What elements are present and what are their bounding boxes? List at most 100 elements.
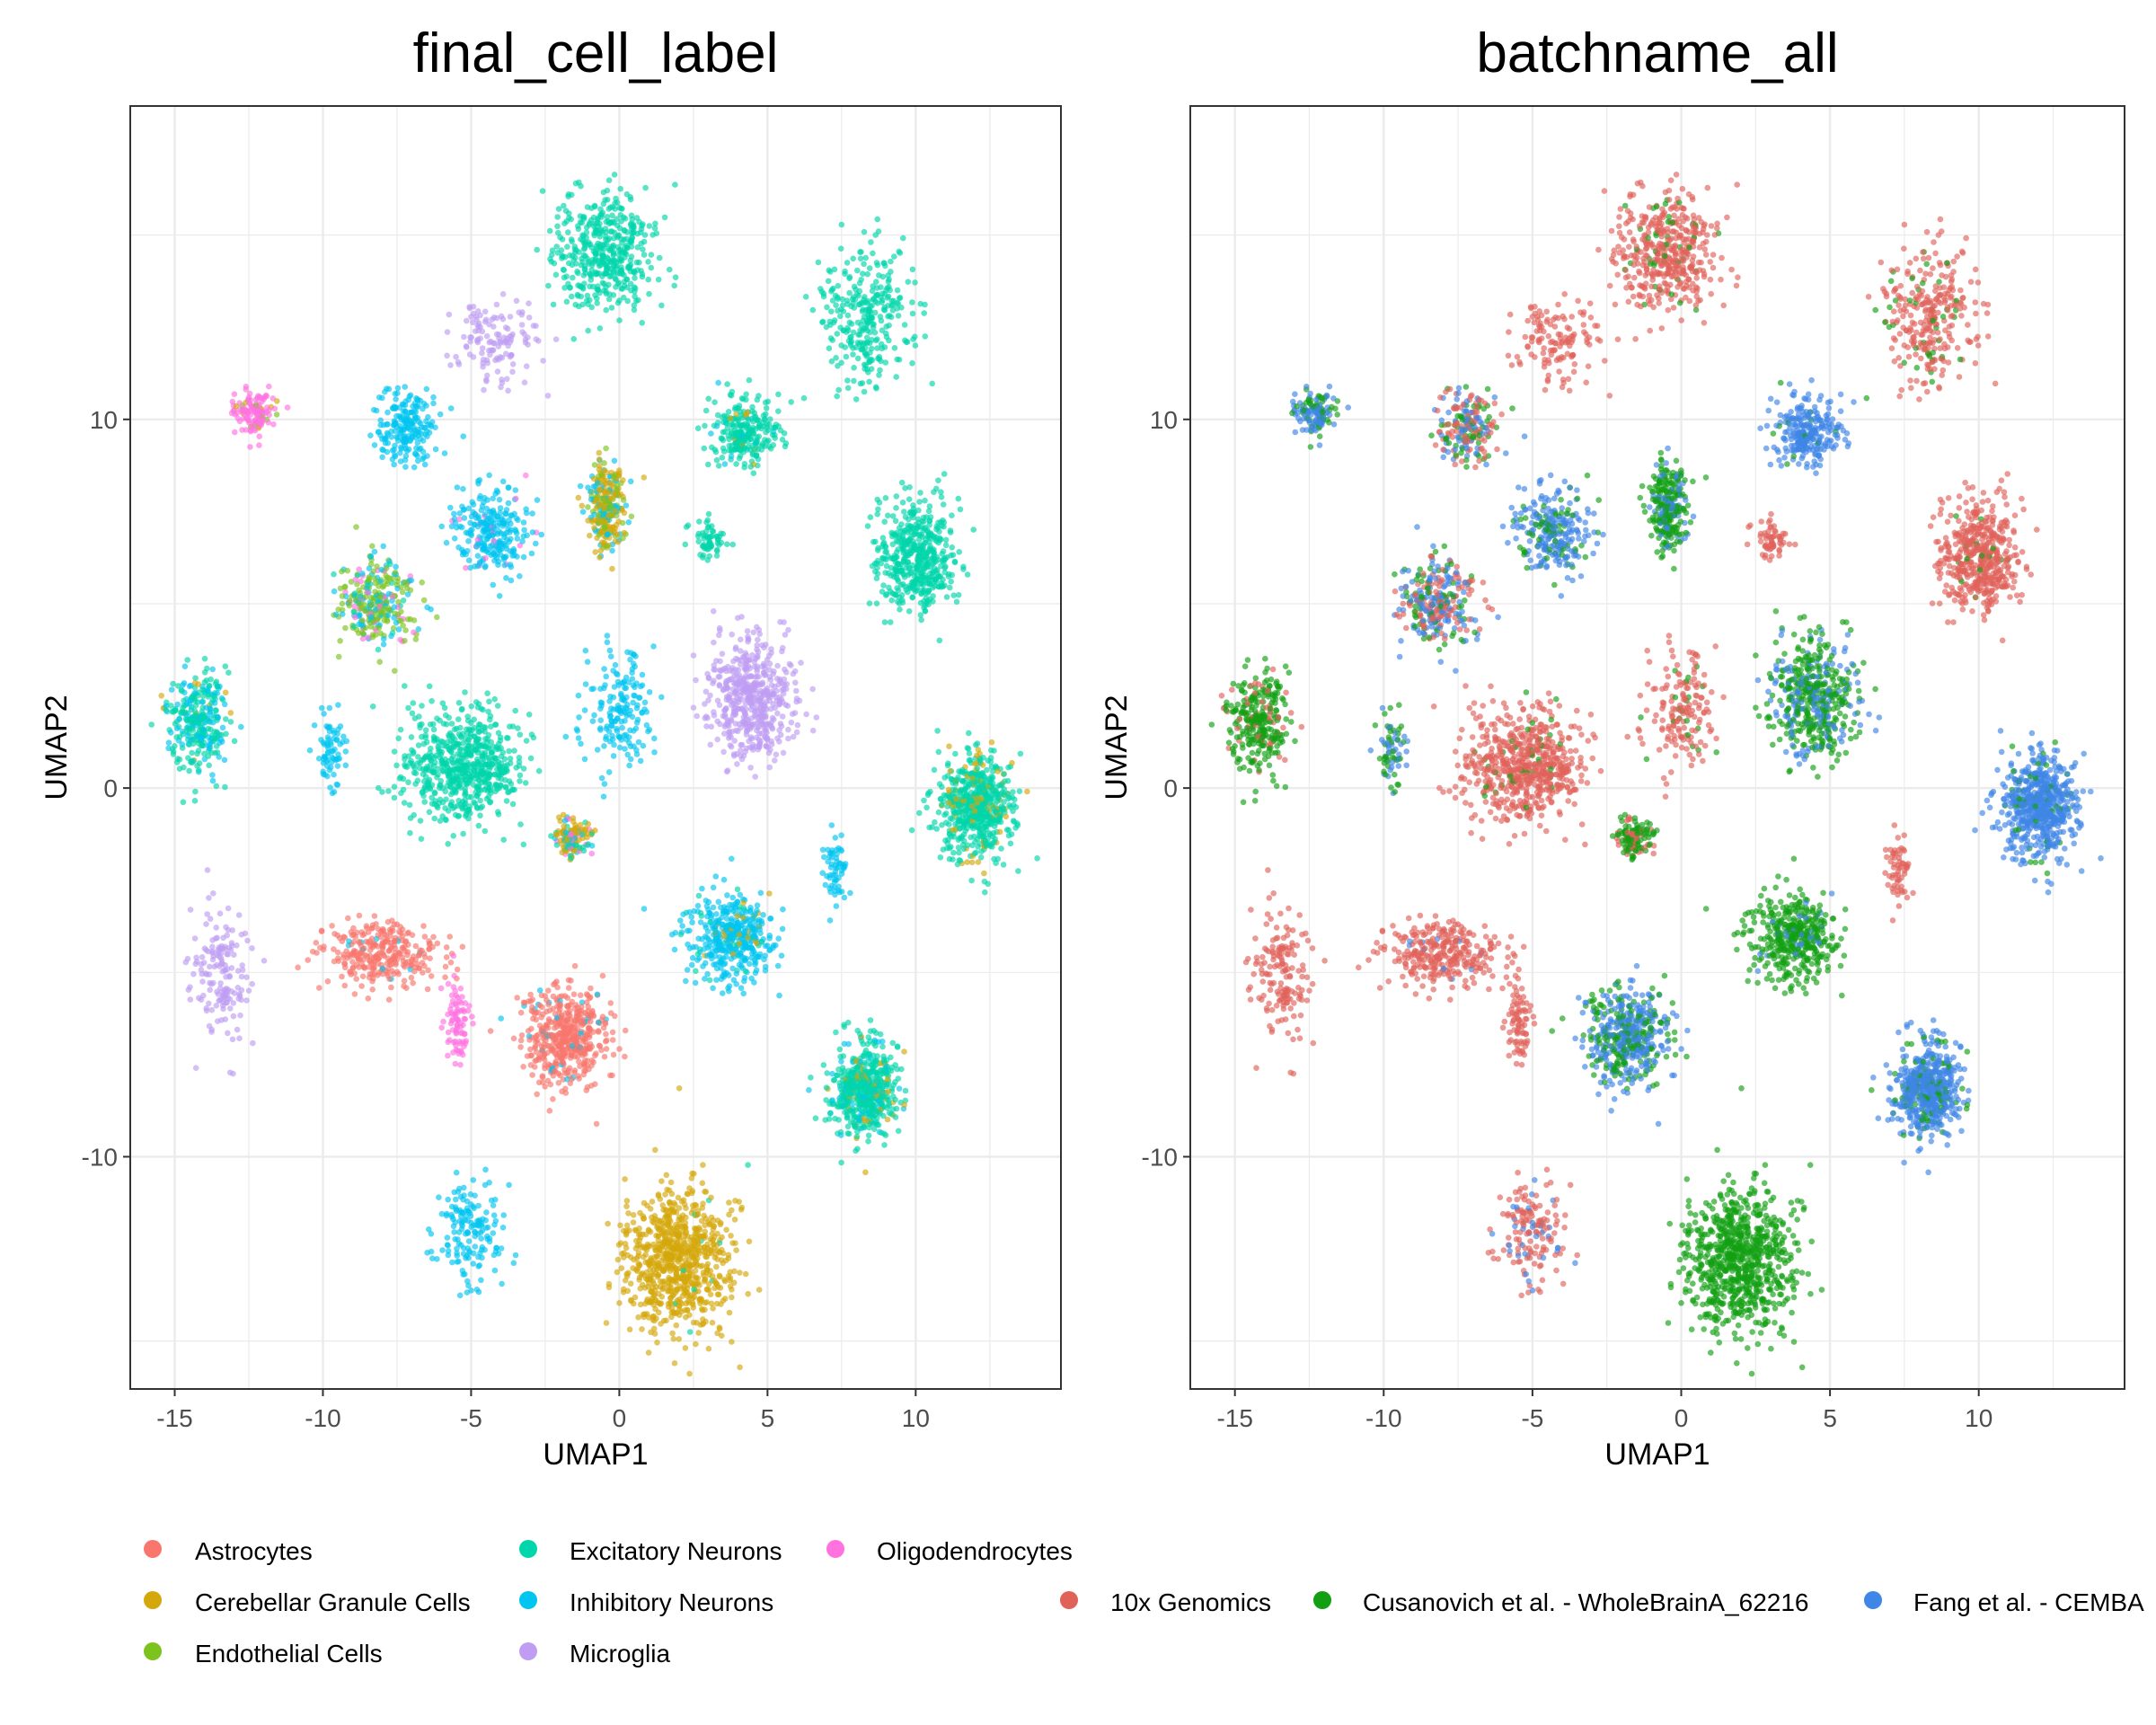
data-point <box>509 801 517 808</box>
data-point <box>447 405 455 411</box>
data-point <box>420 597 428 604</box>
data-point <box>601 288 607 294</box>
data-point <box>790 670 797 677</box>
data-point <box>372 588 378 595</box>
data-point <box>339 568 345 575</box>
data-point <box>180 799 187 806</box>
data-point <box>901 509 907 515</box>
data-point <box>873 600 880 606</box>
data-point <box>859 346 866 352</box>
data-point <box>219 724 226 731</box>
data-point <box>463 564 469 571</box>
data-point <box>754 624 760 631</box>
data-point <box>933 523 940 530</box>
data-point <box>371 442 378 448</box>
data-point <box>1014 822 1021 828</box>
data-point <box>936 528 942 535</box>
data-point <box>907 565 914 571</box>
data-point <box>713 553 720 559</box>
data-point <box>919 587 926 594</box>
data-point <box>701 445 708 452</box>
data-point <box>496 496 503 503</box>
data-point <box>533 540 539 547</box>
data-point <box>482 827 489 835</box>
data-point <box>501 756 508 763</box>
data-point <box>406 393 413 400</box>
data-point <box>591 525 597 531</box>
data-point <box>788 719 795 726</box>
data-point <box>411 715 419 721</box>
data-point <box>756 631 763 637</box>
data-point <box>334 782 341 788</box>
data-point <box>846 289 853 296</box>
data-point <box>600 189 607 196</box>
data-point <box>966 730 972 737</box>
data-point <box>596 245 604 252</box>
data-point <box>393 563 399 571</box>
data-point <box>881 290 888 297</box>
data-point <box>448 799 455 805</box>
data-point <box>597 261 604 269</box>
data-point <box>430 726 437 733</box>
data-point <box>408 757 414 765</box>
data-point <box>721 429 729 435</box>
data-point <box>569 261 576 269</box>
data-point <box>517 573 523 579</box>
data-point <box>772 704 779 712</box>
data-point <box>377 630 384 637</box>
data-point <box>334 763 341 769</box>
data-point <box>183 725 190 731</box>
data-point <box>461 763 468 769</box>
data-point <box>436 800 442 807</box>
data-point <box>576 179 582 186</box>
data-point <box>581 244 588 252</box>
data-point <box>857 327 863 334</box>
data-point <box>331 735 337 742</box>
data-point <box>352 576 359 583</box>
data-point <box>752 674 758 680</box>
data-point <box>223 716 229 722</box>
data-point <box>828 358 835 365</box>
data-point <box>465 737 472 743</box>
data-point <box>479 349 485 357</box>
data-point <box>538 531 544 538</box>
data-point <box>695 538 702 544</box>
data-point <box>555 229 561 236</box>
data-point <box>1005 795 1012 802</box>
data-point <box>439 763 446 770</box>
data-point <box>384 564 390 571</box>
data-point <box>337 741 343 748</box>
data-point <box>881 619 888 625</box>
data-point <box>407 829 413 836</box>
data-point <box>751 446 757 453</box>
data-point <box>720 712 727 720</box>
data-point <box>464 317 470 324</box>
data-point <box>902 514 909 520</box>
data-point <box>844 312 852 319</box>
data-point <box>516 755 523 761</box>
data-point <box>648 264 655 271</box>
data-point <box>873 575 880 581</box>
data-point <box>867 358 873 366</box>
data-point <box>578 284 584 290</box>
data-point <box>646 689 653 695</box>
data-point <box>431 735 437 741</box>
data-point <box>205 753 212 759</box>
data-point <box>471 724 478 731</box>
data-point <box>755 456 762 463</box>
data-point <box>199 715 207 722</box>
data-point <box>717 721 723 728</box>
data-point <box>614 539 622 545</box>
data-point <box>870 538 877 545</box>
data-point <box>600 793 607 800</box>
data-point <box>846 319 853 326</box>
data-point <box>919 573 926 580</box>
data-point <box>411 424 417 431</box>
data-point <box>885 512 891 519</box>
data-point <box>474 749 481 756</box>
data-point <box>874 261 881 269</box>
data-point <box>571 243 579 250</box>
data-point <box>497 738 504 744</box>
data-point <box>641 232 649 238</box>
data-point <box>356 600 363 607</box>
